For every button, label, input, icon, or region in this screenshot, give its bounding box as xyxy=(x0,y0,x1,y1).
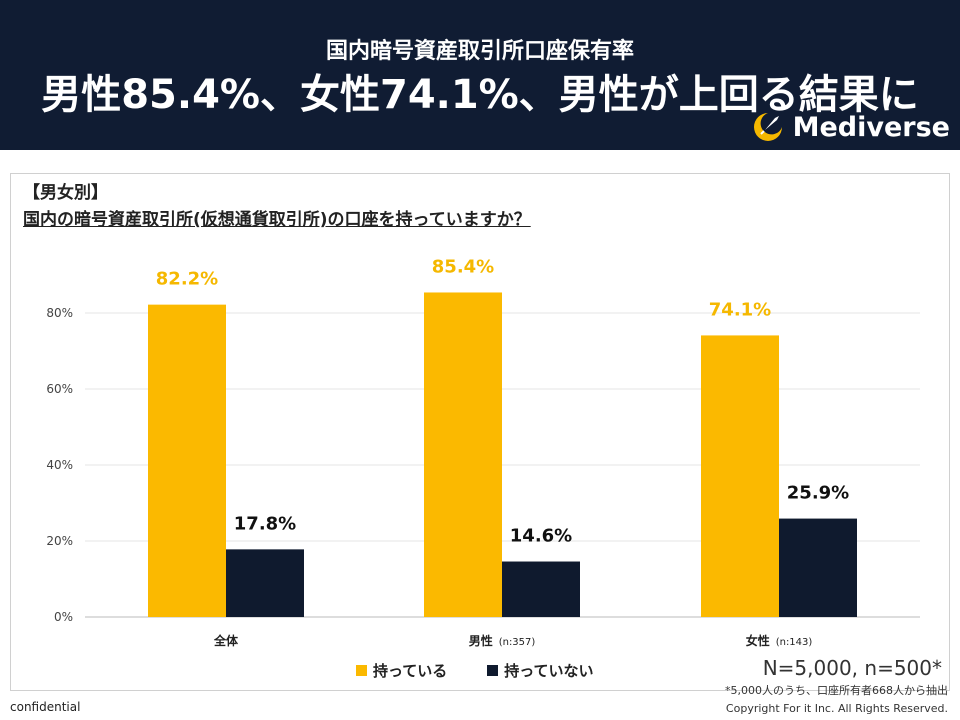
chart-legend: 持っている 持っていない xyxy=(356,660,634,681)
bar-have-1 xyxy=(424,292,502,617)
y-tick-label: 20% xyxy=(46,534,73,548)
sample-note: *5,000人のうち、口座所有者668人から抽出 xyxy=(725,684,948,697)
y-tick-label: 60% xyxy=(46,382,73,396)
confidential-label: confidential xyxy=(10,700,81,714)
y-tick-label: 40% xyxy=(46,458,73,472)
data-label: 14.6% xyxy=(510,526,572,547)
y-tick-label: 80% xyxy=(46,306,73,320)
survey-question: 国内の暗号資産取引所(仮想通貨取引所)の口座を持っていますか？ xyxy=(23,210,531,230)
logo-text: Mediverse xyxy=(792,111,950,143)
rocket-moon-icon xyxy=(753,113,782,141)
data-label: 85.4% xyxy=(432,256,494,277)
legend-swatch-not-have xyxy=(487,665,499,676)
header-banner: 国内暗号資産取引所口座保有率 男性85.4%、女性74.1%、男性が上回る結果に… xyxy=(0,0,960,150)
x-tick-label: 女性 (n:143) xyxy=(746,633,813,648)
copyright-text: Copyright For it Inc. All Rights Reserve… xyxy=(725,702,948,715)
x-tick-label: 男性 (n:357) xyxy=(469,633,536,648)
bar-have-0 xyxy=(148,304,226,617)
bar-not-have-1 xyxy=(502,561,580,617)
bar-have-2 xyxy=(701,335,779,617)
legend-item-have: 持っている xyxy=(356,660,447,681)
brand-logo: Mediverse xyxy=(751,110,950,144)
sample-size: N=5,000, n=500* xyxy=(762,656,942,680)
legend-label-not-have: 持っていない xyxy=(504,662,594,680)
legend-swatch-have xyxy=(356,665,367,676)
data-label: 74.1% xyxy=(709,299,771,320)
y-tick-label: 0% xyxy=(54,610,73,624)
legend-label-have: 持っている xyxy=(373,662,448,680)
legend-item-not-have: 持っていない xyxy=(487,660,594,681)
data-label: 25.9% xyxy=(787,483,849,504)
x-tick-label: 全体 xyxy=(213,633,239,648)
section-label: 【男女別】 xyxy=(23,183,108,203)
data-label: 17.8% xyxy=(234,513,296,534)
bar-not-have-0 xyxy=(226,549,304,617)
page-title: 男性85.4%、女性74.1%、男性が上回る結果に xyxy=(41,72,919,118)
bar-not-have-2 xyxy=(779,518,857,617)
page-subtitle: 国内暗号資産取引所口座保有率 xyxy=(325,39,634,64)
data-label: 82.2% xyxy=(156,269,218,290)
